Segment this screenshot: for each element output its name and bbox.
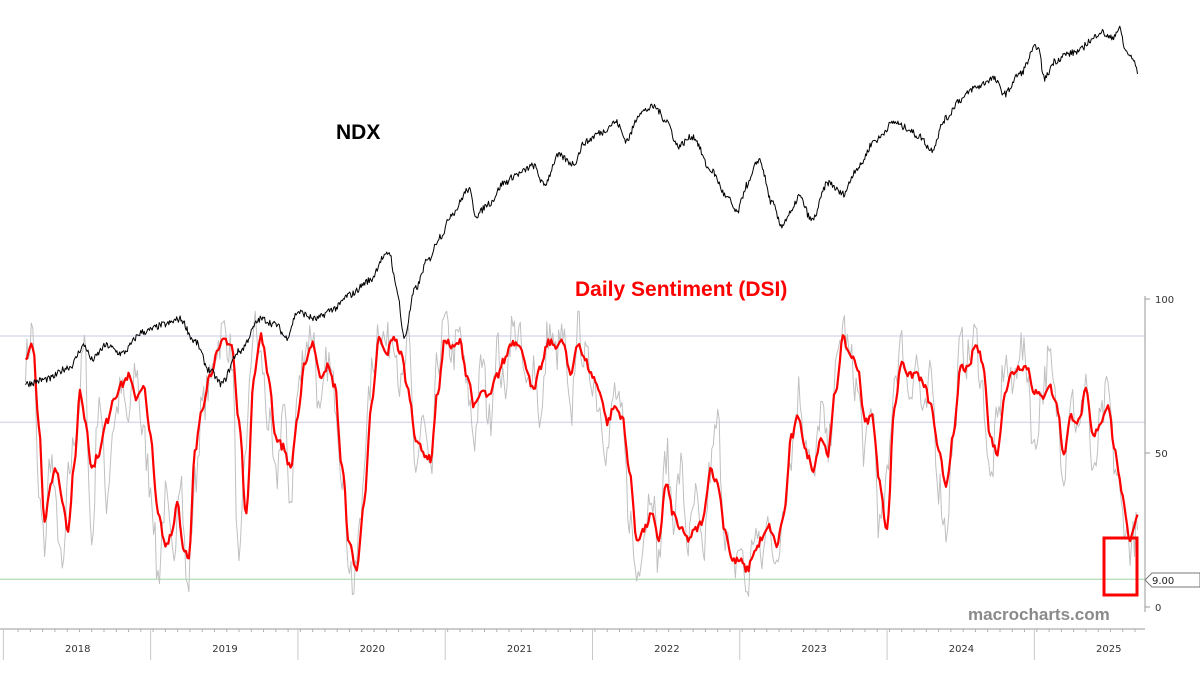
x-tick-2023: 2023 <box>801 644 826 655</box>
series-ndx-line <box>25 25 1138 388</box>
dsi-label: Daily Sentiment (DSI) <box>575 278 787 301</box>
y-tick-50: 50 <box>1155 449 1168 460</box>
x-axis-ticks: 2018 2019 2020 2021 2022 2023 2024 2025 <box>2 629 1136 660</box>
y-tick-100: 100 <box>1155 295 1174 306</box>
y-tick-0: 0 <box>1155 603 1161 614</box>
x-tick-2020: 2020 <box>360 644 385 655</box>
ndx-label: NDX <box>336 121 380 144</box>
x-tick-2022: 2022 <box>654 644 679 655</box>
x-tick-2021: 2021 <box>507 644 532 655</box>
series-layer <box>25 25 1139 597</box>
current-value-badge: 9.00 <box>1144 572 1200 588</box>
x-tick-2018: 2018 <box>65 644 90 655</box>
watermark-text: macrocharts.com <box>968 605 1110 624</box>
y-tick-marks <box>1145 298 1150 608</box>
current-value-text: 9.00 <box>1152 576 1174 587</box>
x-tick-2019: 2019 <box>212 644 237 655</box>
series-dsi-smoothed-line <box>25 332 1139 573</box>
x-tick-2024: 2024 <box>949 644 974 655</box>
x-tick-2025: 2025 <box>1096 644 1121 655</box>
highlight-box <box>1102 536 1139 597</box>
